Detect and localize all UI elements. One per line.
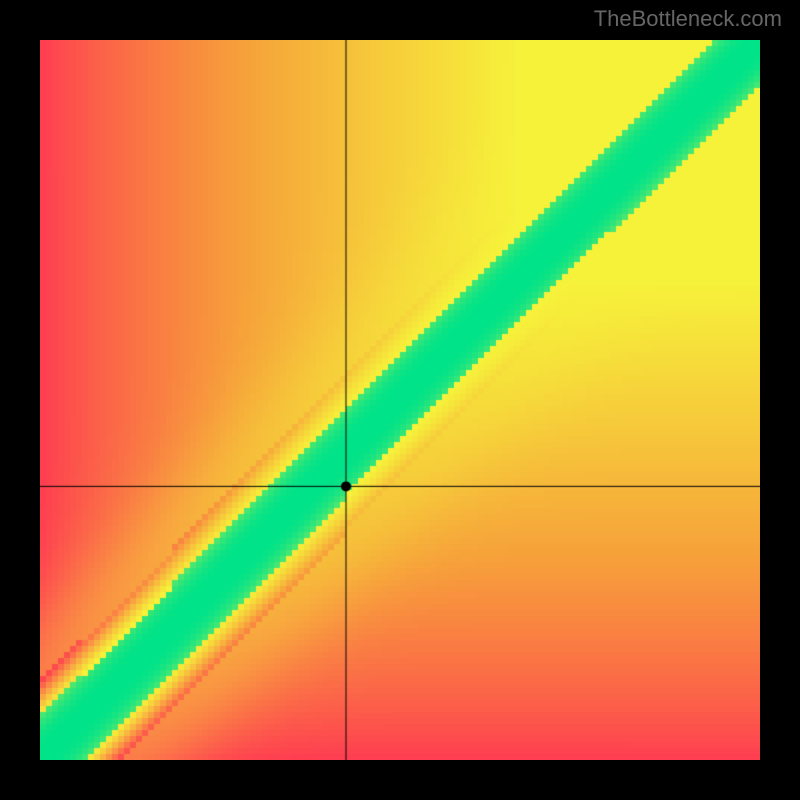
- watermark-text: TheBottleneck.com: [594, 6, 782, 32]
- chart-stage: TheBottleneck.com: [0, 0, 800, 800]
- bottleneck-heatmap: [40, 40, 760, 760]
